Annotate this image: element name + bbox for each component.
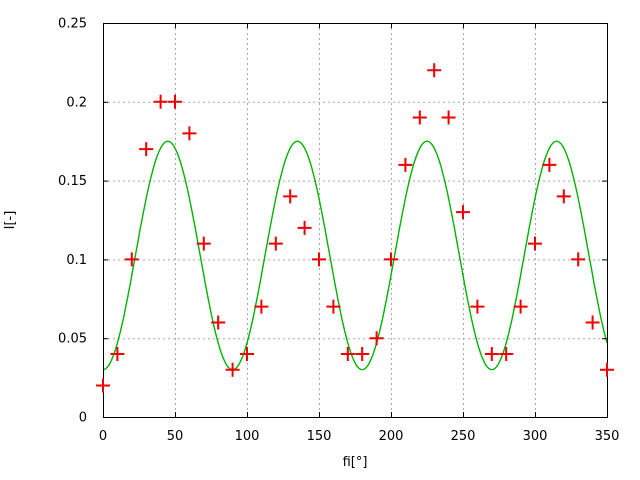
- tick-labels: 0 50 100 150 200 250 300 350 0 0.05 0.1 0.15 0.2 0.25: [58, 17, 619, 445]
- data-point: [254, 299, 269, 314]
- data-points: [96, 63, 614, 393]
- x-tick-label: 200: [379, 429, 404, 444]
- data-point: [196, 236, 211, 251]
- data-point: [139, 142, 154, 157]
- y-tick-label: 0: [79, 411, 87, 426]
- data-point: [470, 299, 485, 314]
- tick-marks: [103, 23, 608, 418]
- data-point: [240, 346, 254, 361]
- data-point: [283, 189, 298, 204]
- data-point: [528, 236, 542, 251]
- data-point: [571, 252, 586, 267]
- x-tick-label: 150: [307, 429, 332, 444]
- y-tick-label: 0.1: [66, 253, 87, 268]
- data-point: [600, 362, 614, 377]
- x-tick-label: 300: [523, 429, 548, 444]
- data-point: [168, 94, 182, 109]
- data-point: [268, 236, 283, 251]
- data-point: [355, 346, 370, 361]
- x-tick-label: 250: [451, 429, 476, 444]
- data-point: [585, 315, 600, 330]
- data-point: [542, 157, 557, 172]
- y-tick-label: 0.2: [66, 95, 87, 110]
- data-point: [456, 205, 470, 220]
- y-axis-label: I[-]: [3, 211, 18, 230]
- data-point: [427, 63, 442, 78]
- data-point: [499, 346, 514, 361]
- data-point: [297, 220, 312, 235]
- data-point: [384, 252, 398, 267]
- y-tick-label: 0.15: [58, 174, 87, 189]
- x-tick-label: 0: [99, 429, 107, 444]
- data-point: [124, 252, 139, 267]
- fit-curve: [102, 140, 608, 371]
- data-point: [211, 315, 226, 330]
- data-point: [398, 157, 413, 172]
- y-tick-label: 0.25: [58, 17, 87, 32]
- data-point: [153, 94, 168, 109]
- data-point: [513, 299, 528, 314]
- data-point: [556, 189, 571, 204]
- data-point: [484, 346, 499, 361]
- y-tick-label: 0.05: [58, 332, 87, 347]
- data-point: [326, 299, 341, 314]
- plot-border: [103, 23, 608, 418]
- data-point: [182, 126, 197, 141]
- x-axis-label: fi[°]: [343, 455, 368, 470]
- x-tick-label: 350: [595, 429, 620, 444]
- x-tick-label: 50: [167, 429, 184, 444]
- data-point: [312, 252, 326, 267]
- data-point: [441, 110, 456, 125]
- x-tick-label: 100: [235, 429, 260, 444]
- data-point: [340, 346, 355, 361]
- data-point: [225, 362, 240, 377]
- data-point: [412, 110, 427, 125]
- data-point: [96, 378, 110, 393]
- data-point: [110, 346, 125, 361]
- data-point: [369, 331, 384, 346]
